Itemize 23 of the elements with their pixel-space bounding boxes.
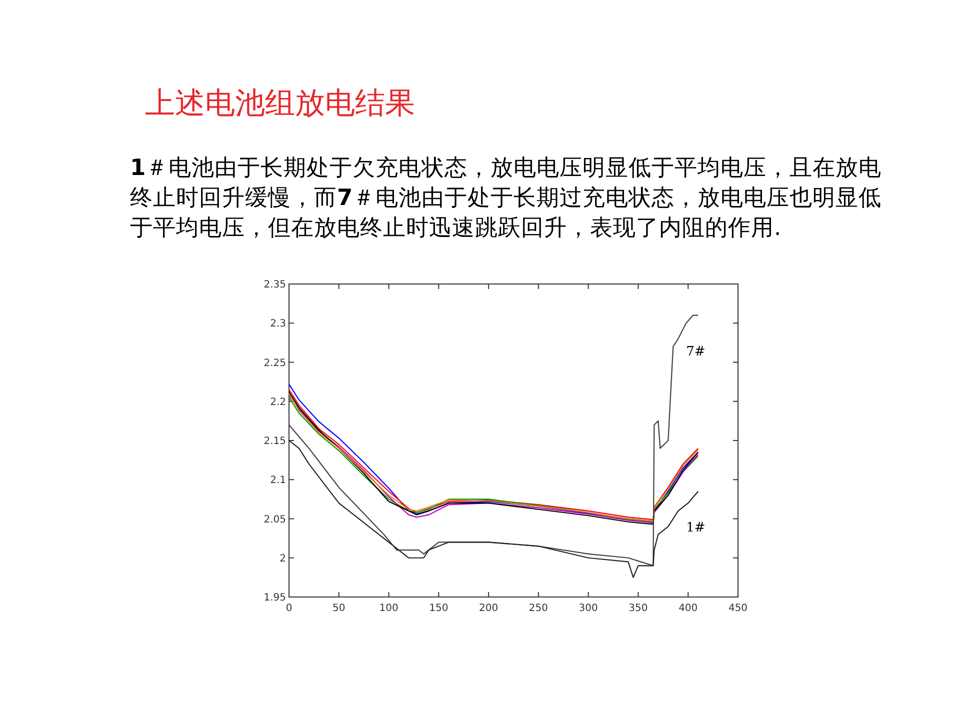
x-tick-label: 100 (379, 603, 398, 614)
y-tick-label: 2.3 (270, 318, 286, 330)
y-tick-label: 2.15 (264, 436, 286, 447)
x-tick-label: 400 (678, 603, 698, 614)
y-tick-label: 2.35 (264, 280, 286, 290)
y-tick-label: 2 (280, 553, 286, 564)
y-tick-label: 2.05 (264, 514, 286, 526)
y-tick-label: 2.25 (264, 358, 286, 369)
x-tick-label: 300 (578, 603, 598, 614)
series-label: 1# (686, 520, 706, 536)
y-tick-label: 2.1 (270, 475, 286, 486)
x-tick-label: 50 (332, 603, 346, 614)
series-label: 7# (686, 344, 706, 360)
chart-title: 上述电池组放电结果 (145, 85, 415, 123)
x-tick-label: 450 (728, 603, 748, 614)
y-tick-label: 2.2 (270, 396, 286, 408)
x-tick-label: 350 (628, 603, 648, 614)
x-tick-label: 250 (528, 603, 548, 614)
x-tick-label: 0 (286, 603, 292, 614)
x-tick-label: 200 (479, 603, 498, 614)
chart-subtitle: 1＃电池由于长期处于欠充电状态，放电电压明显低于平均电压，且在放电终止时回升缓慢，而7＃电池由于处于长期过充电状态，放电电压也明显低于平均电压，但在放电终止时迅速跳跃回升，表现了内阻的作用. (130, 154, 883, 243)
x-tick-label: 150 (429, 603, 448, 614)
y-tick-label: 1.95 (264, 592, 286, 604)
